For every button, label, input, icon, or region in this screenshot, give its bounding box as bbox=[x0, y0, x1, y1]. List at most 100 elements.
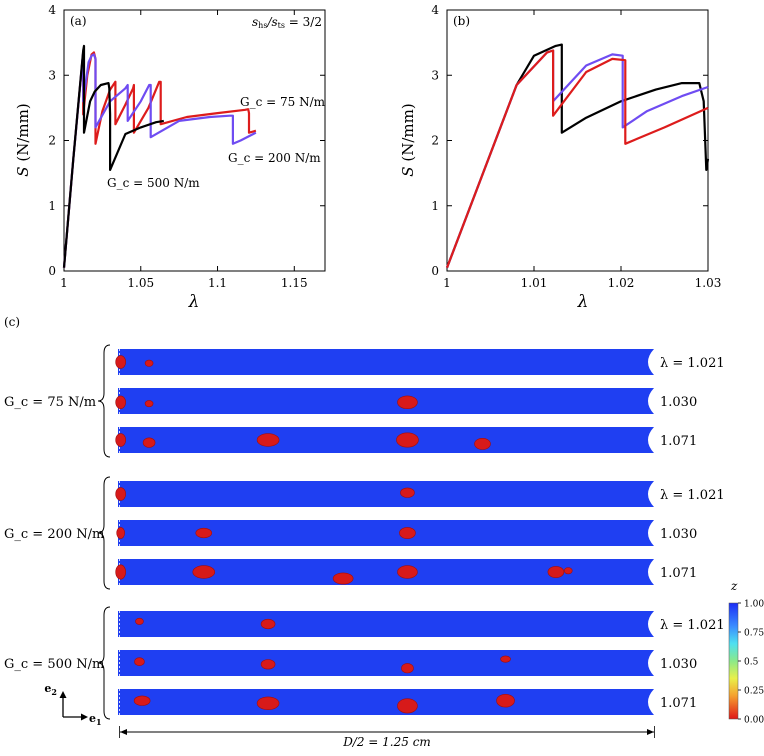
inclusion bbox=[115, 564, 126, 580]
lambda-label: 1.030 bbox=[660, 395, 697, 410]
series-line-a-1 bbox=[62, 51, 257, 268]
series-line-b-2 bbox=[445, 49, 709, 269]
strip bbox=[118, 611, 654, 637]
inclusion bbox=[135, 617, 144, 625]
series-line-a-0 bbox=[62, 51, 257, 268]
dimension-arrow bbox=[119, 726, 655, 738]
ytick-label: 2 bbox=[431, 134, 439, 148]
xtick-label: 1.1 bbox=[208, 276, 227, 290]
panel-b-label: (b) bbox=[453, 14, 470, 28]
strip-row: 1.030 bbox=[116, 520, 697, 546]
ytick-label: 3 bbox=[431, 68, 439, 82]
lambda-label: λ = 1.021 bbox=[660, 488, 725, 503]
inclusion bbox=[400, 487, 415, 498]
colorbar-tick-label: 0.5 bbox=[744, 658, 759, 668]
strip bbox=[118, 427, 654, 453]
panel-a-ylabel: S (N/mm) bbox=[14, 103, 32, 176]
inclusion bbox=[144, 400, 154, 408]
strip-row: λ = 1.021 bbox=[118, 611, 725, 637]
strip bbox=[118, 388, 654, 414]
lambda-label: λ = 1.021 bbox=[660, 618, 725, 633]
inclusion bbox=[500, 655, 511, 663]
lambda-label: 1.030 bbox=[660, 527, 697, 542]
strip-row: λ = 1.021 bbox=[115, 481, 725, 507]
xtick-label: 1.03 bbox=[695, 276, 722, 290]
inclusion bbox=[256, 433, 280, 447]
inclusion bbox=[396, 432, 419, 448]
inclusion bbox=[397, 395, 418, 409]
lambda-label: 1.071 bbox=[660, 566, 697, 581]
inclusion bbox=[134, 657, 145, 667]
inclusion bbox=[144, 359, 154, 367]
xtick-label: 1.15 bbox=[281, 276, 308, 290]
xtick-label: 1 bbox=[443, 276, 451, 290]
group-brace bbox=[97, 476, 111, 590]
strip-row: 1.071 bbox=[118, 689, 697, 715]
strip-row: 1.071 bbox=[115, 427, 697, 453]
panel-c: (c) λ = 1.021 1.030 1.071 λ = 1.021 1.030 1.0… bbox=[4, 315, 764, 749]
strip-row: 1.030 bbox=[118, 650, 697, 676]
colorbar-tick-label: 0.75 bbox=[744, 629, 764, 639]
ytick-label: 0 bbox=[48, 264, 56, 278]
lambda-label: 1.071 bbox=[660, 434, 697, 449]
inclusion bbox=[401, 663, 414, 674]
ytick-label: 4 bbox=[431, 3, 439, 17]
colorbar bbox=[728, 602, 739, 720]
axes-glyph bbox=[59, 691, 88, 721]
series-line-a-2 bbox=[62, 44, 164, 268]
inclusion bbox=[256, 696, 280, 710]
e2-label: e2 bbox=[44, 682, 57, 697]
inclusion bbox=[115, 433, 126, 447]
group-label: G_c = 200 N/m bbox=[4, 527, 104, 542]
strip-row: 1.071 bbox=[115, 559, 697, 585]
inclusion bbox=[116, 527, 125, 539]
inclusion bbox=[133, 695, 151, 706]
label-gc75: G_c = 75 N/m bbox=[240, 95, 326, 109]
inclusion bbox=[474, 437, 491, 450]
panel-a-xlabel: λ bbox=[188, 292, 200, 312]
colorbar-tick-label: 1.00 bbox=[744, 600, 764, 610]
inclusion bbox=[563, 567, 573, 575]
panel-a-annotation: shs/sts = 3/2 bbox=[252, 15, 322, 30]
label-gc500: G_c = 500 N/m bbox=[107, 176, 200, 190]
strip bbox=[118, 689, 654, 715]
e1-label: e1 bbox=[89, 712, 102, 727]
ytick-label: 1 bbox=[431, 199, 439, 213]
ytick-label: 4 bbox=[48, 3, 56, 17]
ytick-label: 3 bbox=[48, 68, 56, 82]
series-line-b-0 bbox=[445, 43, 710, 269]
group-brace bbox=[97, 344, 111, 458]
inclusion bbox=[399, 527, 416, 539]
xtick-label: 1.05 bbox=[127, 276, 154, 290]
inclusion bbox=[260, 618, 276, 630]
inclusion bbox=[115, 395, 126, 409]
inclusion bbox=[192, 565, 216, 579]
ytick-label: 2 bbox=[48, 134, 56, 148]
xtick-label: 1.02 bbox=[608, 276, 635, 290]
inclusion bbox=[115, 487, 126, 501]
colorbar-tick-label: 0.00 bbox=[744, 716, 764, 726]
panel-a-label: (a) bbox=[70, 14, 87, 28]
lambda-label: 1.071 bbox=[660, 696, 697, 711]
strip bbox=[118, 520, 654, 546]
inclusion bbox=[332, 572, 354, 585]
group-brace bbox=[97, 606, 111, 720]
ytick-label: 0 bbox=[431, 264, 439, 278]
strip bbox=[118, 481, 654, 507]
inclusion bbox=[397, 565, 418, 579]
inclusion bbox=[142, 437, 156, 448]
inclusion bbox=[397, 698, 418, 714]
strip bbox=[118, 349, 654, 375]
lambda-label: 1.030 bbox=[660, 657, 697, 672]
strip bbox=[118, 650, 654, 676]
inclusion bbox=[195, 527, 213, 539]
panel-b-frame bbox=[446, 9, 709, 272]
panel-c-label: (c) bbox=[4, 315, 20, 329]
colorbar-title: z bbox=[730, 579, 738, 593]
group-label: G_c = 500 N/m bbox=[4, 657, 104, 672]
panel-a-frame bbox=[63, 9, 326, 272]
inclusion bbox=[260, 659, 276, 670]
panel-b-xlabel: λ bbox=[577, 292, 589, 312]
